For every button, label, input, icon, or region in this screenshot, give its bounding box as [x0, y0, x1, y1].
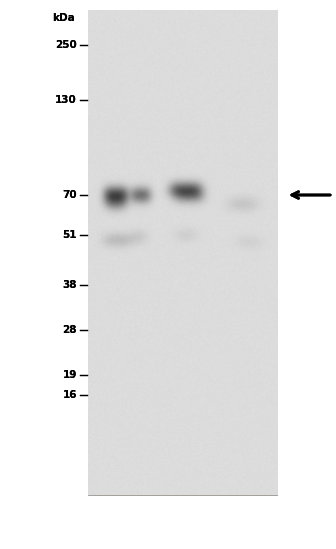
- Text: 19: 19: [62, 370, 77, 380]
- Text: kDa: kDa: [52, 13, 75, 23]
- Bar: [278, 0, 336, 549]
- Text: kDa: kDa: [52, 13, 75, 23]
- Text: 250: 250: [55, 40, 77, 50]
- Bar: [0, 0, 88, 549]
- Text: 250: 250: [55, 40, 77, 50]
- Text: 38: 38: [62, 280, 77, 290]
- Text: 70: 70: [62, 190, 77, 200]
- Text: 130: 130: [55, 95, 77, 105]
- Text: 51: 51: [62, 230, 77, 240]
- Text: 38: 38: [62, 280, 77, 290]
- Text: 28: 28: [62, 325, 77, 335]
- Text: 19: 19: [62, 370, 77, 380]
- Text: 28: 28: [62, 325, 77, 335]
- Text: 130: 130: [55, 95, 77, 105]
- Text: 16: 16: [62, 390, 77, 400]
- Text: 70: 70: [62, 190, 77, 200]
- Bar: [88, 10, 278, 495]
- Text: 16: 16: [62, 390, 77, 400]
- Text: 51: 51: [62, 230, 77, 240]
